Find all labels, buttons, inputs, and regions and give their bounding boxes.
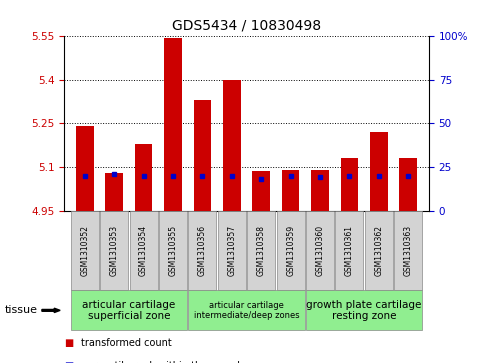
Text: transformed count: transformed count	[81, 338, 172, 348]
Bar	[76, 126, 94, 211]
Text: GSM1310354: GSM1310354	[139, 225, 148, 276]
Text: tissue: tissue	[5, 305, 38, 315]
Bar	[341, 158, 358, 211]
Text: GSM1310356: GSM1310356	[198, 225, 207, 276]
Text: articular cartilage
intermediate/deep zones: articular cartilage intermediate/deep zo…	[194, 301, 299, 320]
Bar	[370, 132, 387, 211]
Text: GSM1310355: GSM1310355	[169, 225, 177, 276]
Text: ■: ■	[64, 361, 73, 363]
Bar	[252, 171, 270, 211]
Text: GSM1310352: GSM1310352	[80, 225, 89, 276]
Text: GSM1310357: GSM1310357	[227, 225, 236, 276]
Text: GDS5434 / 10830498: GDS5434 / 10830498	[172, 18, 321, 32]
Bar	[106, 173, 123, 211]
Bar	[194, 100, 211, 211]
Text: GSM1310353: GSM1310353	[109, 225, 119, 276]
Text: percentile rank within the sample: percentile rank within the sample	[81, 361, 246, 363]
Bar	[282, 170, 299, 211]
Text: GSM1310362: GSM1310362	[374, 225, 384, 276]
Bar	[223, 80, 241, 211]
Text: GSM1310363: GSM1310363	[404, 225, 413, 276]
Bar	[399, 158, 417, 211]
Text: GSM1310361: GSM1310361	[345, 225, 354, 276]
Bar	[135, 144, 152, 211]
Text: articular cartilage
superficial zone: articular cartilage superficial zone	[82, 299, 176, 321]
Text: GSM1310359: GSM1310359	[286, 225, 295, 276]
Text: growth plate cartilage
resting zone: growth plate cartilage resting zone	[307, 299, 422, 321]
Bar	[164, 38, 182, 211]
Text: GSM1310360: GSM1310360	[316, 225, 324, 276]
Text: ■: ■	[64, 338, 73, 348]
Text: GSM1310358: GSM1310358	[257, 225, 266, 276]
Bar	[311, 170, 329, 211]
